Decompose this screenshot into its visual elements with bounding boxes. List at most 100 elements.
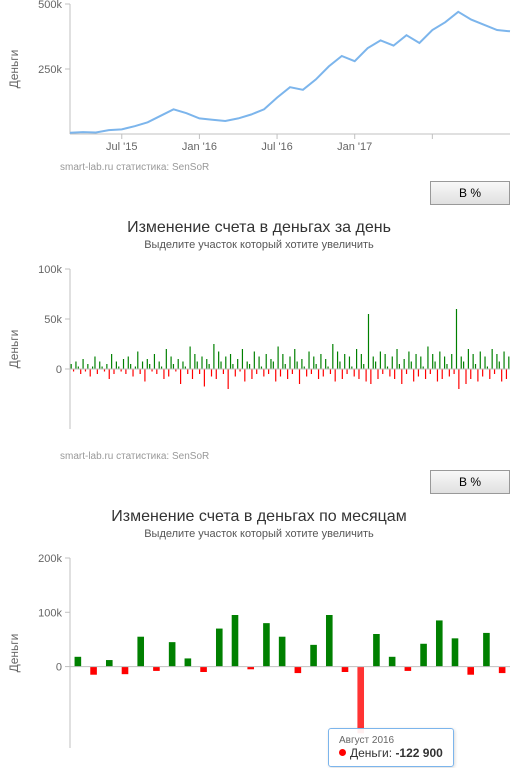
bar[interactable]: [420, 357, 421, 370]
bar[interactable]: [99, 362, 100, 370]
bar[interactable]: [106, 660, 113, 667]
bar[interactable]: [258, 357, 259, 370]
bar[interactable]: [373, 357, 374, 370]
bar[interactable]: [128, 357, 129, 370]
bar[interactable]: [496, 354, 497, 369]
bar[interactable]: [484, 357, 485, 370]
bar[interactable]: [501, 369, 502, 382]
bar[interactable]: [147, 359, 148, 369]
bar[interactable]: [249, 364, 250, 369]
bar[interactable]: [492, 349, 493, 369]
bar[interactable]: [339, 362, 340, 370]
bar[interactable]: [432, 354, 433, 369]
bar[interactable]: [204, 369, 205, 387]
bar[interactable]: [123, 359, 124, 369]
bar[interactable]: [363, 364, 364, 369]
bar[interactable]: [237, 359, 238, 369]
bar[interactable]: [425, 369, 426, 379]
bar[interactable]: [406, 369, 407, 374]
chart2-svg[interactable]: 050k100kДеньги: [0, 259, 518, 449]
bar[interactable]: [301, 359, 302, 369]
bar[interactable]: [451, 354, 452, 369]
bar[interactable]: [266, 354, 267, 369]
bar[interactable]: [199, 369, 200, 374]
bar[interactable]: [503, 352, 504, 370]
bar[interactable]: [201, 357, 202, 370]
bar[interactable]: [82, 359, 83, 369]
bar[interactable]: [194, 354, 195, 369]
bar[interactable]: [294, 349, 295, 369]
bar[interactable]: [137, 637, 144, 667]
bar[interactable]: [87, 364, 88, 369]
bar[interactable]: [130, 364, 131, 369]
bar[interactable]: [380, 352, 381, 370]
bar[interactable]: [366, 369, 367, 382]
bar[interactable]: [318, 369, 319, 379]
bar[interactable]: [154, 354, 155, 369]
bar[interactable]: [111, 354, 112, 369]
bar[interactable]: [90, 369, 91, 377]
bar[interactable]: [344, 354, 345, 369]
bar[interactable]: [346, 369, 347, 374]
bar[interactable]: [213, 344, 214, 369]
bar[interactable]: [163, 369, 164, 379]
bar[interactable]: [132, 369, 133, 377]
bar[interactable]: [494, 369, 495, 374]
bar[interactable]: [197, 362, 198, 370]
bar[interactable]: [173, 364, 174, 369]
bar[interactable]: [75, 657, 82, 667]
bar[interactable]: [190, 347, 191, 370]
bar[interactable]: [230, 354, 231, 369]
bar[interactable]: [349, 357, 350, 370]
bar[interactable]: [358, 369, 359, 379]
bar[interactable]: [254, 352, 255, 370]
bar[interactable]: [332, 344, 333, 369]
bar[interactable]: [506, 369, 507, 379]
bar[interactable]: [223, 369, 224, 374]
bar[interactable]: [392, 357, 393, 370]
bar[interactable]: [382, 369, 383, 374]
bar[interactable]: [263, 369, 264, 377]
bar[interactable]: [106, 364, 107, 369]
bar[interactable]: [235, 369, 236, 377]
bar[interactable]: [408, 352, 409, 370]
bar[interactable]: [452, 638, 459, 666]
bar[interactable]: [499, 362, 500, 370]
bar[interactable]: [436, 620, 443, 666]
bar[interactable]: [169, 642, 176, 666]
bar[interactable]: [368, 314, 369, 369]
bar[interactable]: [228, 369, 229, 389]
bar[interactable]: [295, 667, 302, 674]
bar[interactable]: [278, 347, 279, 370]
bar[interactable]: [268, 369, 269, 374]
bar[interactable]: [225, 357, 226, 370]
bar[interactable]: [456, 309, 457, 369]
bar[interactable]: [477, 369, 478, 382]
bar[interactable]: [434, 362, 435, 370]
bar[interactable]: [399, 364, 400, 369]
bar[interactable]: [411, 362, 412, 370]
bar[interactable]: [216, 369, 217, 379]
bar[interactable]: [458, 369, 459, 389]
bar[interactable]: [361, 354, 362, 369]
bar[interactable]: [187, 369, 188, 374]
bar[interactable]: [109, 369, 110, 379]
bar[interactable]: [306, 369, 307, 377]
bar[interactable]: [354, 369, 355, 377]
bar[interactable]: [337, 352, 338, 370]
bar[interactable]: [94, 357, 95, 370]
bar[interactable]: [216, 629, 223, 667]
bar[interactable]: [463, 362, 464, 370]
toggle-percent-button-2[interactable]: В %: [430, 470, 510, 494]
bar[interactable]: [405, 667, 412, 671]
bar[interactable]: [125, 369, 126, 374]
bar[interactable]: [156, 369, 157, 374]
bar[interactable]: [468, 349, 469, 369]
bar[interactable]: [270, 359, 271, 369]
bar[interactable]: [449, 369, 450, 377]
bar[interactable]: [401, 369, 402, 384]
bar[interactable]: [427, 347, 428, 370]
bar[interactable]: [311, 369, 312, 374]
bar[interactable]: [144, 369, 145, 382]
bar[interactable]: [200, 667, 207, 672]
